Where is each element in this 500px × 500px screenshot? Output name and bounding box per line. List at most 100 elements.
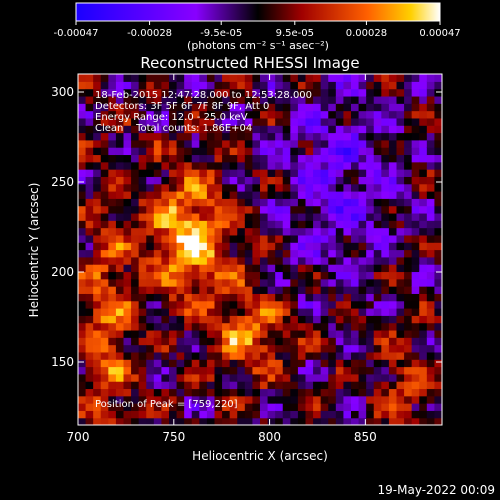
heatmap-cell <box>214 139 223 148</box>
heatmap-cell <box>260 395 269 404</box>
heatmap-cell <box>161 249 170 258</box>
heatmap-cell <box>214 278 223 287</box>
heatmap-cell <box>146 132 155 141</box>
heatmap-cell <box>229 271 238 280</box>
x-tick-label: 850 <box>354 430 377 444</box>
heatmap-cell <box>388 366 398 375</box>
heatmap-cell <box>176 220 185 229</box>
heatmap-cell <box>260 293 269 302</box>
heatmap-cell <box>419 95 428 104</box>
heatmap-cell <box>229 103 238 112</box>
heatmap-cell <box>161 176 170 185</box>
heatmap-cell <box>184 366 193 375</box>
heatmap-cell <box>396 264 405 273</box>
heatmap-cell <box>381 176 390 185</box>
heatmap-cell <box>328 147 337 156</box>
heatmap-cell <box>297 381 307 390</box>
heatmap-cell <box>78 300 87 309</box>
heatmap-cell <box>358 359 367 368</box>
heatmap-cell <box>108 234 117 243</box>
heatmap-cell <box>434 249 442 258</box>
heatmap-cell <box>419 117 428 126</box>
heatmap-cell <box>206 95 216 104</box>
heatmap-cell <box>426 88 436 97</box>
heatmap-cell <box>282 117 291 126</box>
heatmap-cell <box>381 117 390 126</box>
heatmap-cell <box>222 322 231 331</box>
heatmap-cell <box>260 278 269 287</box>
heatmap-cell <box>419 110 428 119</box>
heatmap-cell <box>244 132 254 141</box>
heatmap-cell <box>85 74 94 82</box>
heatmap-cell <box>199 278 208 287</box>
heatmap-cell <box>275 95 284 104</box>
heatmap-cell <box>404 117 413 126</box>
heatmap-cell <box>290 220 299 229</box>
heatmap-cell <box>237 198 246 207</box>
heatmap-cell <box>358 410 367 419</box>
heatmap-cell <box>290 351 299 360</box>
heatmap-cell <box>351 198 360 207</box>
heatmap-cell <box>108 205 117 214</box>
heatmap-cell <box>169 198 178 207</box>
heatmap-cell <box>426 176 436 185</box>
heatmap-cell <box>358 308 367 316</box>
heatmap-cell <box>161 256 170 265</box>
heatmap-cell <box>320 74 329 82</box>
heatmap-cell <box>169 337 178 346</box>
heatmap-cell <box>434 315 442 324</box>
heatmap-cell <box>93 300 102 309</box>
heatmap-cell <box>199 264 208 273</box>
heatmap-cell <box>305 95 314 104</box>
heatmap-cell <box>290 132 299 141</box>
heatmap-cell <box>267 366 276 375</box>
heatmap-cell <box>115 205 125 214</box>
heatmap-cell <box>343 88 352 97</box>
heatmap-cell <box>267 169 276 177</box>
heatmap-cell <box>100 308 109 316</box>
heatmap-cell <box>426 117 436 126</box>
heatmap-cell <box>305 286 314 294</box>
heatmap-cell <box>396 410 405 419</box>
heatmap-cell <box>260 410 269 419</box>
heatmap-cell <box>108 227 117 236</box>
heatmap-cell <box>373 381 382 390</box>
heatmap-cell <box>358 344 367 353</box>
heatmap-cell <box>131 176 140 185</box>
heatmap-cell <box>275 147 284 156</box>
heatmap-cell <box>176 322 185 331</box>
heatmap-cell <box>100 161 109 170</box>
heatmap-cell <box>351 81 360 90</box>
heatmap-cell <box>146 88 155 97</box>
heatmap-cell <box>434 176 442 185</box>
heatmap-cell <box>305 256 314 265</box>
heatmap-cell <box>131 161 140 170</box>
heatmap-cell <box>419 293 428 302</box>
heatmap-cell <box>411 147 420 156</box>
heatmap-cell <box>282 147 291 156</box>
heatmap-cell <box>419 81 428 90</box>
heatmap-cell <box>214 344 223 353</box>
heatmap-cell <box>176 308 185 316</box>
heatmap-cell <box>388 220 398 229</box>
heatmap-cell <box>108 315 117 324</box>
heatmap-cell <box>252 271 261 280</box>
heatmap-cell <box>358 351 367 360</box>
heatmap-cell <box>146 220 155 229</box>
heatmap-cell <box>206 147 216 156</box>
heatmap-cell <box>396 125 405 134</box>
heatmap-cell <box>146 249 155 258</box>
heatmap-cell <box>123 242 132 251</box>
heatmap-cell <box>358 74 367 82</box>
heatmap-cell <box>146 74 155 82</box>
heatmap-cell <box>335 249 345 258</box>
heatmap-cell <box>222 249 231 258</box>
heatmap-cell <box>358 198 367 207</box>
heatmap-cell <box>115 373 125 382</box>
heatmap-cell <box>252 388 261 397</box>
heatmap-cell <box>123 74 132 82</box>
heatmap-cell <box>381 95 390 104</box>
heatmap-cell <box>184 403 193 411</box>
heatmap-cell <box>153 359 163 368</box>
heatmap-cell <box>313 337 322 346</box>
